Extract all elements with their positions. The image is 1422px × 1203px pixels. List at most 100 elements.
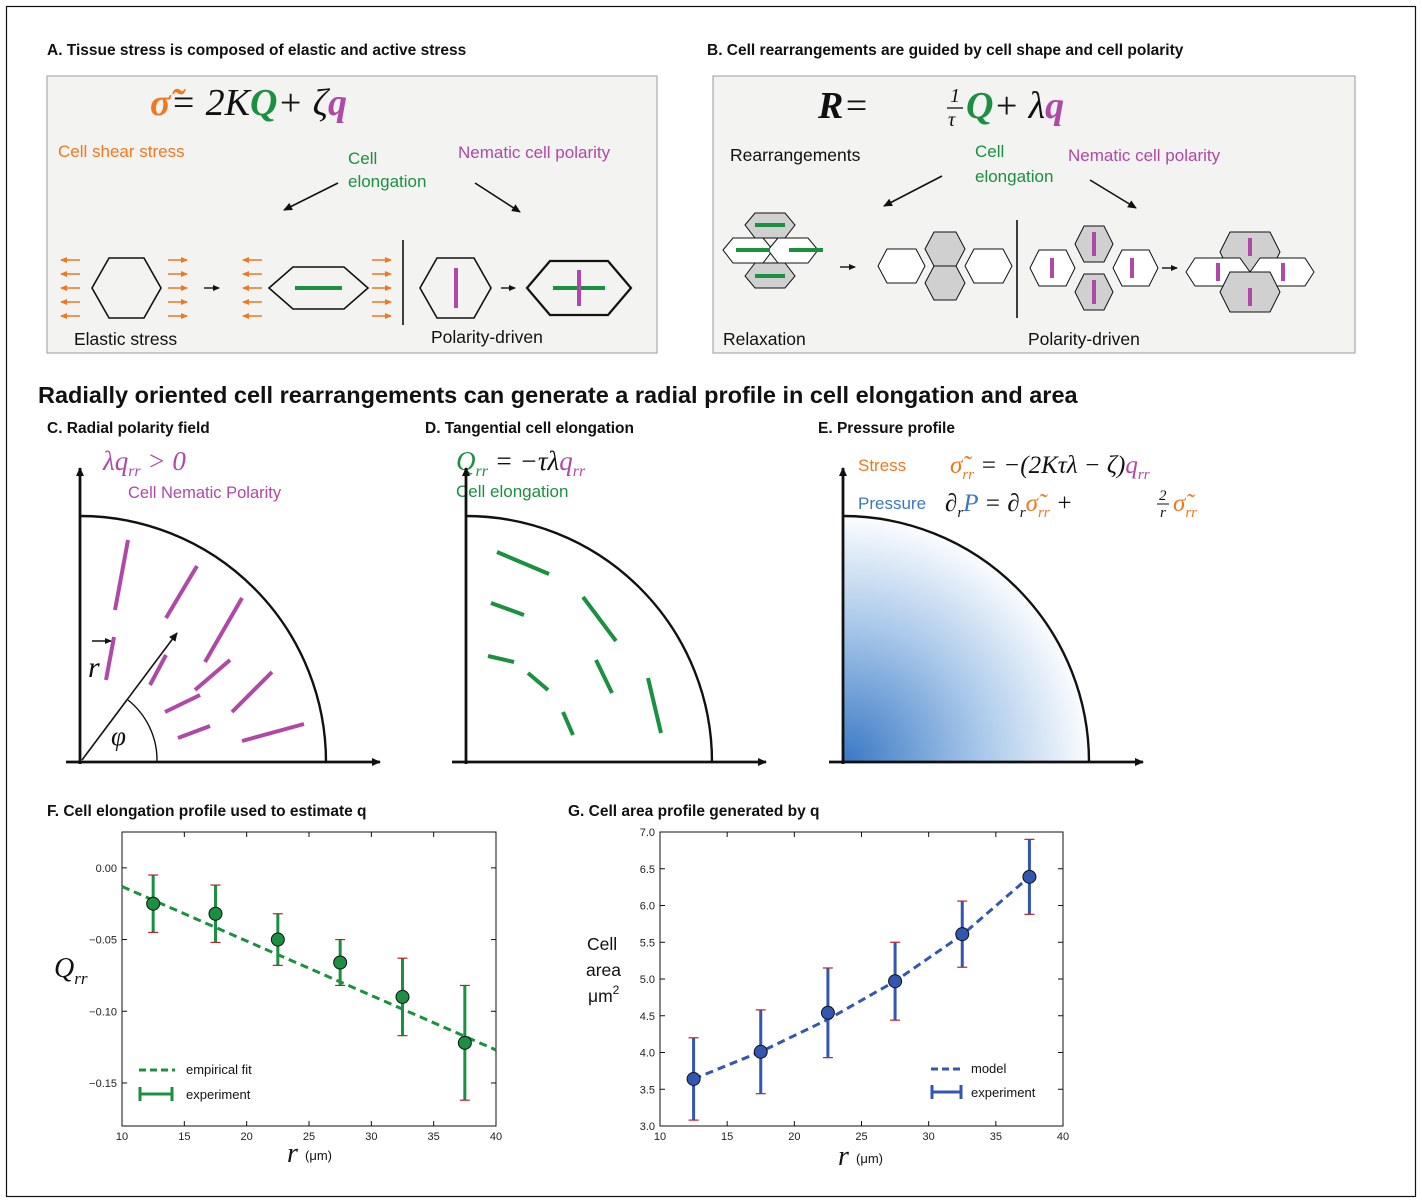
panel-c-title: C. Radial polarity field <box>47 420 210 437</box>
relax-elongation-bars <box>736 223 823 278</box>
f-legend-exp-swatch <box>138 1087 174 1101</box>
panel-d: D. Tangential cell elongation Qrr = −τλq… <box>425 420 767 766</box>
panel-e: E. Pressure profile Stress σ̃rr = −(2Kτλ… <box>818 420 1197 766</box>
label-polarity-driven-b: Polarity-driven <box>1028 329 1140 349</box>
g-xlabel-unit: (μm) <box>856 1151 883 1166</box>
panel-b-equation-rest: Q+ λq <box>966 85 1064 127</box>
d-elongation-bars <box>487 550 663 736</box>
f-plot-area: 10 15 20 25 30 35 40 0.00 −0.05 −0.10 −0.15 <box>89 832 502 1143</box>
g-plot-area: 10 15 20 25 30 35 40 3.0 3.5 4.0 4.5 5.0 5.5 6.0 6.5 7.… <box>640 827 1069 1143</box>
panel-a: A. Tissue stress is composed of elastic … <box>46 42 658 354</box>
label-stress-e: Stress <box>858 456 906 475</box>
label-relaxation: Relaxation <box>723 329 806 349</box>
x-tick-label: 15 <box>178 1131 190 1143</box>
stress-arrows-right-2 <box>372 257 392 319</box>
y-tick-label: 6.5 <box>640 864 655 876</box>
arrow-b-left <box>883 175 943 207</box>
stress-arrows-left <box>60 257 80 319</box>
panel-f-title: F. Cell elongation profile used to estim… <box>47 803 367 820</box>
x-tick-label: 10 <box>116 1131 128 1143</box>
x-tick-label: 20 <box>788 1131 800 1143</box>
cell-hexagon <box>91 257 162 319</box>
g-legend-model: model <box>971 1061 1007 1076</box>
y-tick-label: 5.5 <box>640 937 655 949</box>
y-tick-label: −0.15 <box>89 1078 117 1090</box>
pol-after-polarity-bars <box>1216 238 1285 306</box>
c-angle-arc <box>127 699 158 763</box>
g-ylabel-2: area <box>586 960 621 980</box>
x-tick-label: 30 <box>365 1131 377 1143</box>
y-tick-label: 7.0 <box>640 827 655 839</box>
panel-f: F. Cell elongation profile used to estim… <box>47 803 502 1169</box>
d-quarter-circle <box>465 514 714 763</box>
data-point <box>820 1005 835 1020</box>
label-nematic-polarity-a: Nematic cell polarity <box>458 143 611 162</box>
g-ylabel-1: Cell <box>587 934 617 954</box>
g-xlabel: r <box>838 1141 849 1172</box>
panel-e-pressure-eq-tail: σ̃rr <box>1173 490 1197 521</box>
cell-cluster-relax-after <box>877 231 1013 301</box>
data-point <box>208 906 223 921</box>
x-tick-label: 10 <box>654 1131 666 1143</box>
panel-a-box <box>46 75 658 354</box>
f-ylabel: Qrr <box>54 953 88 988</box>
label-cell-shear-stress: Cell shear stress <box>58 142 185 161</box>
stress-arrows-right <box>168 257 188 319</box>
g-legend-exp-swatch <box>930 1085 963 1099</box>
x-tick-label: 30 <box>923 1131 935 1143</box>
panel-a-equation: σ̃= 2KQ+ ζq <box>150 82 347 124</box>
x-tick-label: 35 <box>990 1131 1002 1143</box>
panel-e-pressure-eq: ∂rP = ∂rσ̃rr + <box>945 490 1073 521</box>
label-pressure-e: Pressure <box>858 494 926 513</box>
g-plot-frame <box>659 831 1064 1127</box>
f-legend-fit: empirical fit <box>186 1062 252 1077</box>
x-tick-label: 40 <box>490 1131 502 1143</box>
data-point <box>270 932 285 947</box>
y-tick-label: 3.5 <box>640 1084 655 1096</box>
data-point <box>888 974 903 989</box>
fit-line <box>121 885 497 1052</box>
e-quarter-circle <box>842 514 1091 763</box>
arrow-b-right <box>1089 179 1137 209</box>
pol-polarity-bars <box>1050 232 1134 304</box>
panel-b-equation: R= <box>817 85 869 127</box>
label-rearrangements: Rearrangements <box>730 145 861 165</box>
f-xlabel-unit: (μm) <box>305 1148 332 1163</box>
label-cell-nematic-polarity: Cell Nematic Polarity <box>128 484 282 502</box>
y-tick-label: 3.0 <box>640 1121 655 1133</box>
c-phi-label: φ <box>111 721 126 751</box>
g-ylabel-3: μm2 <box>588 983 620 1006</box>
label-cell-elongation-a-2: elongation <box>348 172 426 191</box>
panel-e-frac-den: r <box>1160 505 1166 521</box>
panel-a-title: A. Tissue stress is composed of elastic … <box>47 42 466 59</box>
panel-e-title: E. Pressure profile <box>818 420 955 437</box>
x-tick-label: 25 <box>303 1131 315 1143</box>
elongated-cell-hexagon <box>267 266 370 310</box>
arrow-a-left <box>283 182 339 211</box>
y-tick-label: −0.05 <box>89 935 117 947</box>
panel-d-equation: Qrr = −τλqrr <box>456 446 586 480</box>
panel-b-fraction: 1 <box>950 85 960 107</box>
data-point <box>753 1044 768 1059</box>
panel-c-equation: λqrr > 0 <box>102 446 186 480</box>
data-point <box>686 1071 701 1086</box>
outer-border <box>5 5 1417 1198</box>
main-title: Radially oriented cell rearrangements ca… <box>38 382 1079 408</box>
x-tick-label: 25 <box>855 1131 867 1143</box>
data-point <box>395 989 410 1004</box>
panel-d-title: D. Tangential cell elongation <box>425 420 634 437</box>
label-cell-elongation-b-1: Cell <box>975 142 1004 161</box>
y-tick-label: 4.5 <box>640 1011 655 1023</box>
f-legend-exp: experiment <box>186 1087 251 1102</box>
polarity-elongated-hexagon <box>525 259 633 317</box>
label-nematic-polarity-b: Nematic cell polarity <box>1068 146 1221 165</box>
data-point <box>457 1035 472 1050</box>
x-tick-label: 15 <box>721 1131 733 1143</box>
g-legend-exp: experiment <box>971 1085 1036 1100</box>
data-point <box>1022 869 1037 884</box>
label-elastic-stress: Elastic stress <box>74 329 177 349</box>
label-cell-elongation-b-2: elongation <box>975 167 1053 186</box>
c-r-vector <box>81 632 178 761</box>
data-point <box>333 955 348 970</box>
